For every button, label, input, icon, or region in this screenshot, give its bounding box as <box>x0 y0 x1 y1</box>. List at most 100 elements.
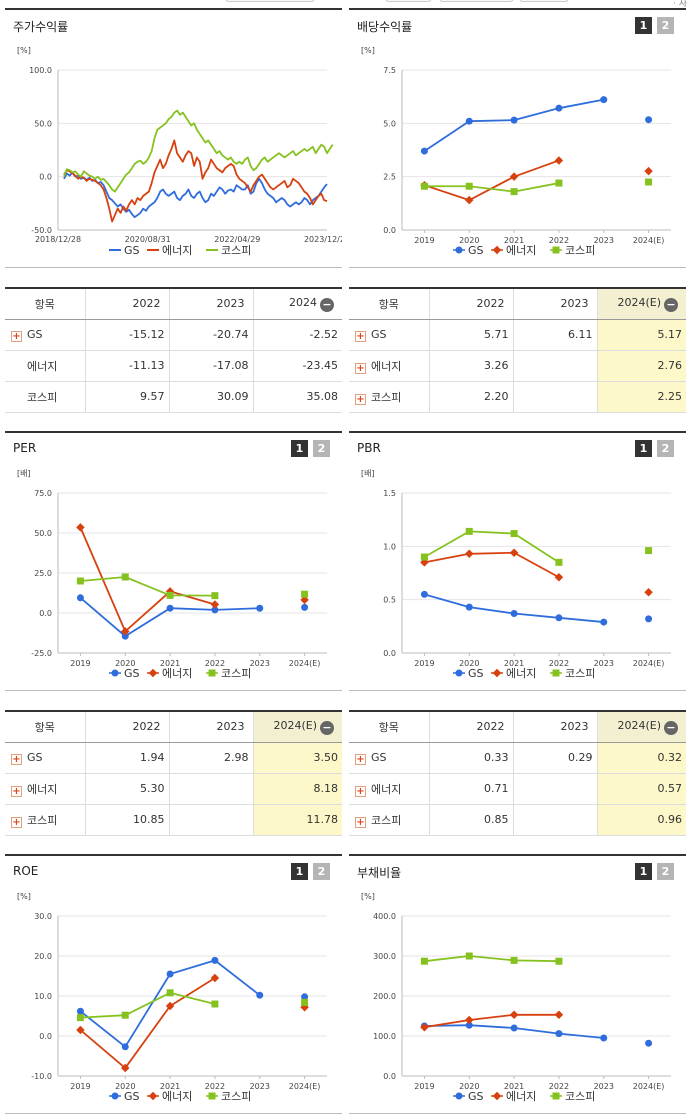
data-point-gs <box>645 615 653 623</box>
y-tick-label: 100.0 <box>29 66 52 75</box>
quarter-toggle-button[interactable]: 2 <box>657 863 674 880</box>
quarter-toggle-button[interactable]: 2 <box>657 17 674 34</box>
x-tick-label: 2023 <box>594 1082 614 1091</box>
y-tick-label: 1.5 <box>383 489 396 498</box>
legend-label: GS <box>124 244 140 257</box>
annual-toggle-button[interactable]: 1 <box>291 440 308 457</box>
toolbar-button[interactable] <box>225 0 315 2</box>
x-tick-label: 2019 <box>70 659 90 668</box>
expand-icon[interactable]: + <box>11 753 22 765</box>
annual-toggle-button[interactable]: 1 <box>635 863 652 880</box>
annual-toggle-button[interactable]: 1 <box>291 863 308 880</box>
data-point-kospi <box>645 178 653 186</box>
legend-marker <box>455 1092 463 1100</box>
data-point-gs <box>256 991 264 999</box>
data-point-energy <box>465 549 474 559</box>
x-tick-label: 2022 <box>549 236 569 245</box>
data-point-gs <box>555 614 563 622</box>
column-header-label: 2022 <box>476 720 505 734</box>
y-unit-label: [배] <box>361 469 375 478</box>
data-point-energy <box>554 573 564 582</box>
expand-icon[interactable]: + <box>11 785 22 797</box>
expand-icon[interactable]: + <box>355 393 366 405</box>
row-name-cell: + GS <box>349 319 430 351</box>
value-cell: 5.17 <box>597 319 686 351</box>
y-tick-label: 25.0 <box>34 569 52 578</box>
column-header-label: 2022 <box>476 297 505 311</box>
column-header: 항목 <box>5 712 86 743</box>
data-table: 항목 2022 2023 2024− + GS -15.12 -20.74 -2.52 에너지 -1… <box>5 289 342 413</box>
data-point-kospi <box>76 1014 84 1022</box>
expand-icon[interactable]: + <box>355 753 366 765</box>
column-header-label: 항목 <box>34 720 55 734</box>
quarter-toggle-button[interactable]: 2 <box>313 440 330 457</box>
annual-toggle-button[interactable]: 1 <box>635 440 652 457</box>
annual-toggle-button[interactable]: 1 <box>635 17 652 34</box>
toolbar-button[interactable] <box>385 0 432 2</box>
collapse-icon[interactable]: − <box>320 297 334 312</box>
data-point-gs <box>211 956 219 964</box>
value-cell: 0.33 <box>429 742 514 774</box>
expand-icon[interactable]: + <box>355 362 366 374</box>
row-name-label: 코스피 <box>27 390 58 404</box>
row-name-label: 에너지 <box>371 782 402 796</box>
column-header: 항목 <box>5 289 86 320</box>
expand-icon[interactable]: + <box>355 785 366 797</box>
data-point-gs <box>121 1043 129 1051</box>
dividend-table: 항목 2022 2023 2024(E) − + GS 5.71 6.11 5.17 + 에너지 3.2… <box>349 287 686 413</box>
dividend-chart: [%] 7.5 5.0 2.5 0.0 2019 2020 2021 2022 2023 2024(… <box>349 10 686 263</box>
data-point-gs <box>465 117 473 125</box>
data-point-kospi <box>465 527 473 535</box>
column-header: 2022 <box>429 712 514 743</box>
collapse-icon[interactable]: − <box>664 720 678 735</box>
stock-return-panel: 주가수익률 [%] 100.0 50.0 0.0 -50.0 2018/12/28 2020… <box>5 8 342 268</box>
data-point-energy <box>465 195 474 205</box>
x-tick-label: 2021 <box>504 659 524 668</box>
collapse-icon[interactable]: − <box>664 297 678 312</box>
expand-icon[interactable]: + <box>11 816 22 828</box>
y-tick-label: 1.0 <box>383 542 396 551</box>
data-point-gs <box>211 606 219 614</box>
legend-label: GS <box>124 1090 140 1103</box>
period-toggle: 1 2 <box>635 440 674 457</box>
x-tick-label: 2022 <box>205 659 225 668</box>
panel-title: PER <box>13 441 37 455</box>
y-tick-label: 300.0 <box>373 952 396 961</box>
legend: GS 에너지 코스피 <box>453 667 595 680</box>
data-point-kospi <box>420 182 428 190</box>
data-point-gs <box>166 970 174 978</box>
expand-icon[interactable]: + <box>355 330 366 342</box>
legend-marker <box>111 1092 119 1100</box>
x-tick-label: 2021 <box>160 659 180 668</box>
legend-marker <box>492 245 502 255</box>
chart-svg: [%] 30.0 20.0 10.0 0.0 -10.0 2019 2020 2021 2022 2… <box>17 892 327 1103</box>
expand-icon[interactable]: + <box>11 330 22 342</box>
y-tick-label: 0.0 <box>383 1072 396 1081</box>
panel-title: 배당수익률 <box>357 20 413 34</box>
quarter-toggle-button[interactable]: 2 <box>657 440 674 457</box>
quarter-toggle-button[interactable]: 2 <box>313 863 330 880</box>
y-tick-label: 50.0 <box>34 529 52 538</box>
data-point-gs <box>510 1024 518 1032</box>
legend-marker <box>148 1091 158 1101</box>
toolbar-button[interactable] <box>519 0 569 2</box>
legend-marker <box>455 669 463 677</box>
data-point-kospi <box>555 179 563 187</box>
chart-svg: [배] 75.0 50.0 25.0 0.0 -25.0 2019 2020 2021 2022 2… <box>17 469 327 680</box>
column-header: 2023 <box>513 712 598 743</box>
data-point-kospi <box>510 188 518 196</box>
series-line-kospi <box>80 576 215 597</box>
data-point-gs <box>166 604 174 612</box>
column-header-label: 2024(E) <box>273 718 317 732</box>
row-name-cell: + GS <box>349 742 430 774</box>
data-point-gs <box>600 96 608 104</box>
data-point-gs <box>420 590 428 598</box>
collapse-icon[interactable]: − <box>320 720 334 735</box>
column-header: 2022 <box>429 289 514 320</box>
toolbar-button[interactable] <box>439 0 514 2</box>
value-cell: 2.20 <box>429 381 514 413</box>
data-point-gs <box>600 1034 608 1042</box>
expand-icon[interactable]: + <box>355 816 366 828</box>
column-header-label: 2023 <box>560 720 589 734</box>
